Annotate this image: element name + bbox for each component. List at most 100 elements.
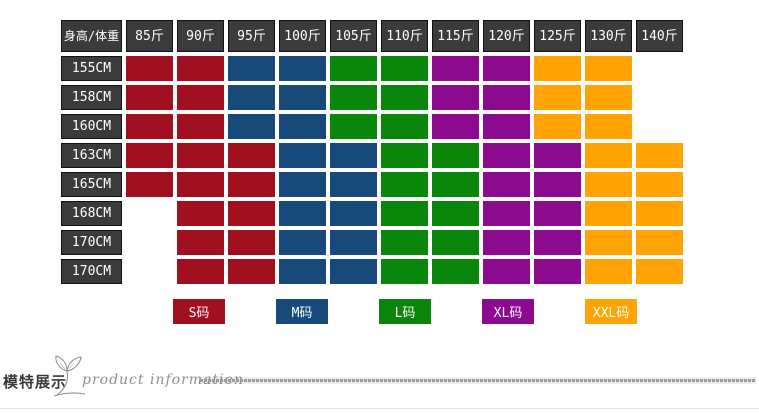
size-cell — [432, 259, 479, 284]
size-cell — [177, 259, 224, 284]
size-cell — [330, 85, 377, 110]
size-cell — [585, 172, 632, 197]
size-cell — [228, 172, 275, 197]
legend-item-l: L码 — [379, 299, 431, 324]
legend-item-m: M码 — [276, 299, 328, 324]
size-cell — [279, 143, 326, 168]
size-cell — [432, 143, 479, 168]
size-cell — [534, 143, 581, 168]
size-cell — [432, 172, 479, 197]
size-cell — [228, 143, 275, 168]
size-cell — [534, 201, 581, 226]
size-cell — [279, 85, 326, 110]
size-cell — [636, 201, 683, 226]
size-cell — [228, 56, 275, 81]
size-cell — [228, 230, 275, 255]
size-cell — [279, 56, 326, 81]
size-cell — [330, 230, 377, 255]
legend-item-xl: XL码 — [482, 299, 534, 324]
size-cell — [585, 56, 632, 81]
size-cell — [177, 114, 224, 139]
size-cell — [381, 56, 428, 81]
size-cell — [636, 172, 683, 197]
height-row-header: 160CM — [61, 114, 122, 139]
size-cell — [228, 201, 275, 226]
size-cell — [177, 85, 224, 110]
empty-cell — [636, 114, 683, 139]
height-row-header: 163CM — [61, 143, 122, 168]
size-cell — [177, 201, 224, 226]
height-row-header: 168CM — [61, 201, 122, 226]
empty-cell — [636, 56, 683, 81]
size-cell — [381, 201, 428, 226]
weight-header-cell: 105斤 — [330, 20, 377, 52]
size-cell — [279, 201, 326, 226]
size-cell — [330, 259, 377, 284]
size-cell — [381, 259, 428, 284]
height-row-header: 158CM — [61, 85, 122, 110]
script-caption: product information — [82, 372, 244, 388]
size-legend: S码 M码 L码 XL码 XXL码 — [173, 299, 637, 324]
size-cell — [483, 114, 530, 139]
size-cell — [534, 114, 581, 139]
weight-header-cell: 120斤 — [483, 20, 530, 52]
weight-header-cell: 125斤 — [534, 20, 581, 52]
bottom-rule — [0, 408, 759, 409]
size-cell — [636, 259, 683, 284]
weight-header-cell: 130斤 — [585, 20, 632, 52]
size-cell — [330, 114, 377, 139]
size-cell — [381, 230, 428, 255]
size-cell — [126, 143, 173, 168]
height-row-header: 155CM — [61, 56, 122, 81]
size-cell — [432, 56, 479, 81]
weight-header-cell: 110斤 — [381, 20, 428, 52]
legend-item-xxl: XXL码 — [585, 299, 637, 324]
size-cell — [534, 259, 581, 284]
size-cell — [330, 56, 377, 81]
legend-item-s: S码 — [173, 299, 225, 324]
size-cell — [381, 85, 428, 110]
size-cell — [228, 114, 275, 139]
size-cell — [534, 85, 581, 110]
size-cell — [636, 230, 683, 255]
size-cell — [534, 172, 581, 197]
size-cell — [279, 114, 326, 139]
size-cell — [585, 114, 632, 139]
size-cell — [126, 172, 173, 197]
size-cell — [126, 114, 173, 139]
weight-header-cell: 100斤 — [279, 20, 326, 52]
size-cell — [177, 143, 224, 168]
size-cell — [228, 259, 275, 284]
size-cell — [330, 143, 377, 168]
leaf-sprout-icon — [50, 354, 86, 398]
size-cell — [432, 114, 479, 139]
weight-header-cell: 85斤 — [126, 20, 173, 52]
empty-cell — [126, 230, 173, 255]
section-title: 模特展示 — [3, 373, 68, 391]
size-cell — [330, 172, 377, 197]
size-cell — [279, 172, 326, 197]
size-cell — [279, 259, 326, 284]
size-cell — [330, 201, 377, 226]
size-cell — [483, 85, 530, 110]
divider-line — [200, 379, 756, 382]
weight-header-cell: 115斤 — [432, 20, 479, 52]
weight-header-cell: 90斤 — [177, 20, 224, 52]
size-cell — [483, 201, 530, 226]
size-cell — [126, 85, 173, 110]
size-cell — [432, 85, 479, 110]
size-cell — [381, 143, 428, 168]
size-cell — [381, 114, 428, 139]
size-cell — [177, 56, 224, 81]
empty-cell — [636, 85, 683, 110]
size-cell — [432, 230, 479, 255]
size-cell — [585, 259, 632, 284]
size-cell — [585, 201, 632, 226]
size-cell — [483, 230, 530, 255]
size-cell — [483, 56, 530, 81]
weight-header-cell: 95斤 — [228, 20, 275, 52]
size-cell — [228, 85, 275, 110]
size-cell — [483, 172, 530, 197]
height-row-header: 170CM — [61, 230, 122, 255]
